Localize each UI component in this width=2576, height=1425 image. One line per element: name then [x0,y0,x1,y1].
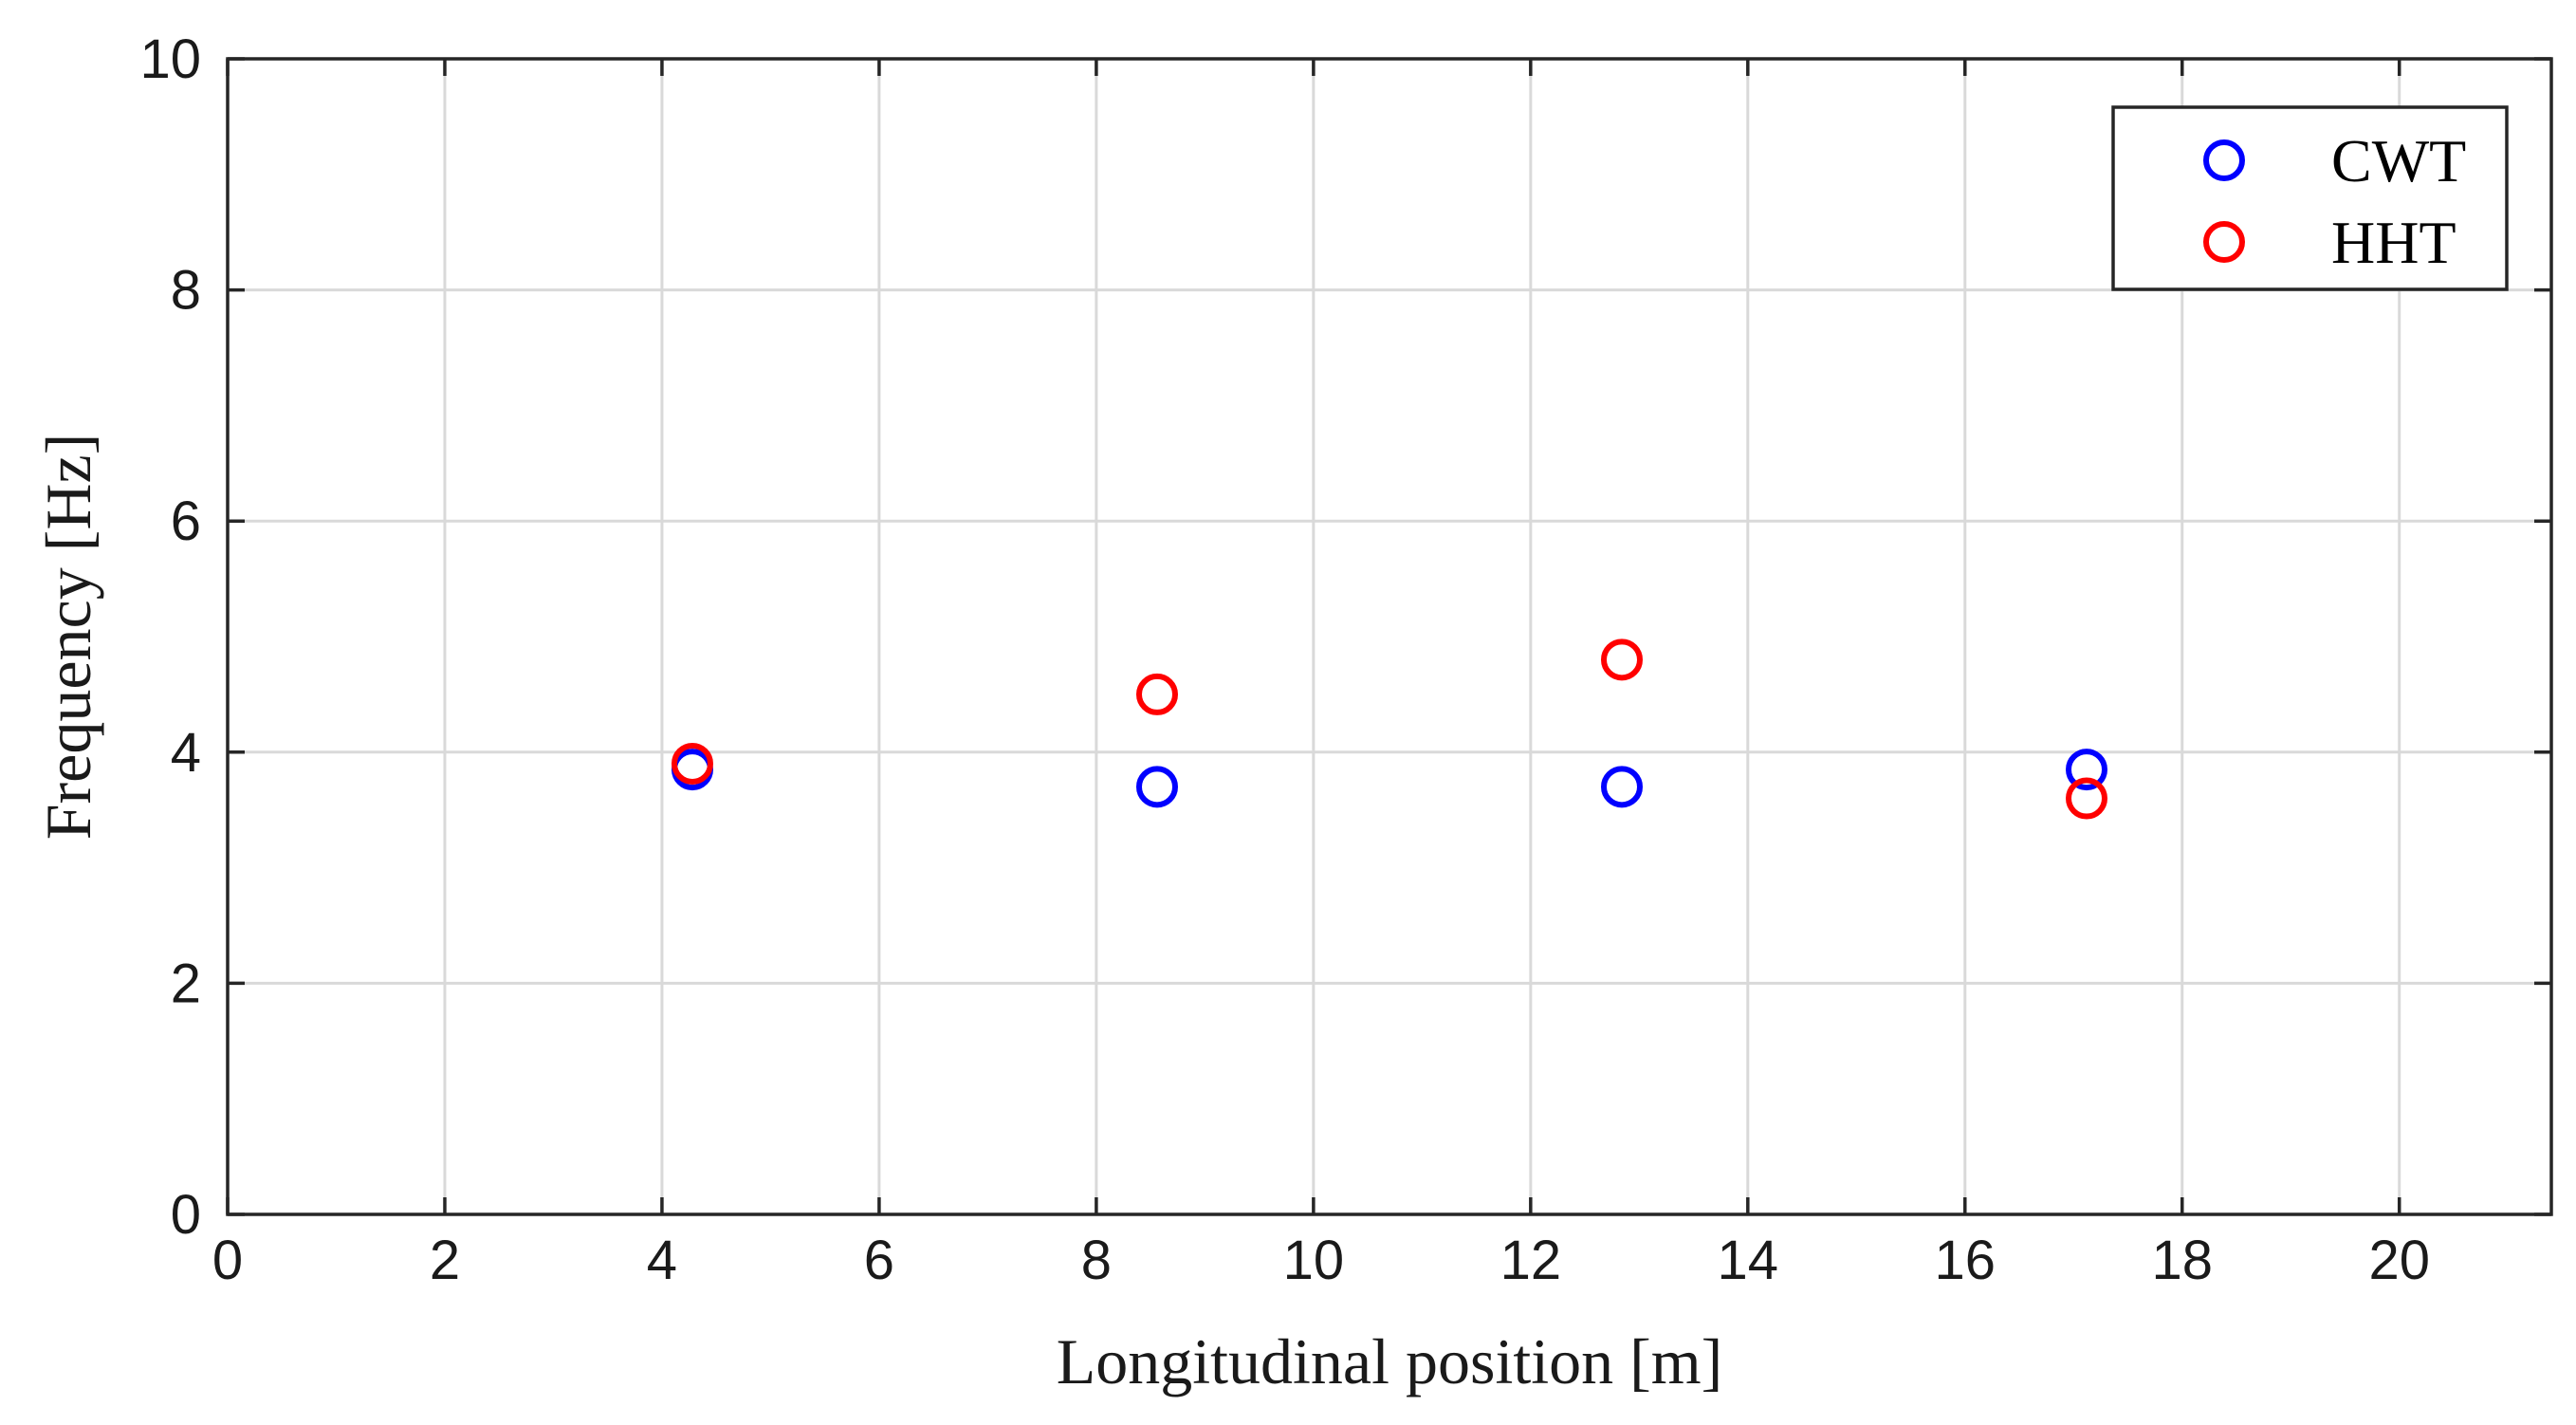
legend-marker-hht [2203,221,2245,263]
y-tick-label: 10 [139,28,201,90]
x-tick-label: 16 [1935,1230,1996,1291]
legend-label-cwt: CWT [2331,127,2466,194]
x-tick-label: 6 [864,1230,894,1291]
data-point-hht [672,742,713,785]
data-point-hht [1601,638,1643,681]
x-tick-label: 12 [1500,1230,1562,1291]
x-tick-label: 8 [1081,1230,1112,1291]
y-tick-label: 2 [171,953,201,1014]
x-tick-label: 14 [1718,1230,1779,1291]
x-tick-label: 18 [2151,1230,2213,1291]
data-point-hht [1136,673,1178,715]
y-tick-label: 4 [171,722,201,784]
data-point-cwt [1136,766,1178,808]
data-point-cwt [1601,766,1643,808]
plot-area-frame [226,57,2553,1216]
y-tick-labels: 0 2 4 6 8 10 [139,28,201,1246]
legend-marker-cwt [2203,139,2245,181]
data-points [672,638,2107,820]
x-tick-labels: 0 2 4 6 8 10 12 14 16 18 20 [212,1230,2430,1291]
legend-label-hht: HHT [2331,209,2456,276]
y-tick-label: 6 [171,490,201,552]
legend-box [2111,105,2509,291]
x-tick-label: 4 [647,1230,677,1291]
y-axis-label: Frequency [Hz] [32,434,104,841]
data-point-cwt [2066,749,2107,791]
legend: CWT HHT [2111,105,2509,291]
data-point-hht [2066,777,2107,820]
x-tick-label: 0 [212,1230,243,1291]
x-tick-label: 10 [1283,1230,1345,1291]
x-axis-label: Longitudinal position [m] [1057,1325,1723,1397]
y-tick-label: 0 [171,1184,201,1246]
x-tick-label: 2 [430,1230,460,1291]
x-tick-label: 20 [2368,1230,2430,1291]
y-tick-label: 8 [171,260,201,322]
